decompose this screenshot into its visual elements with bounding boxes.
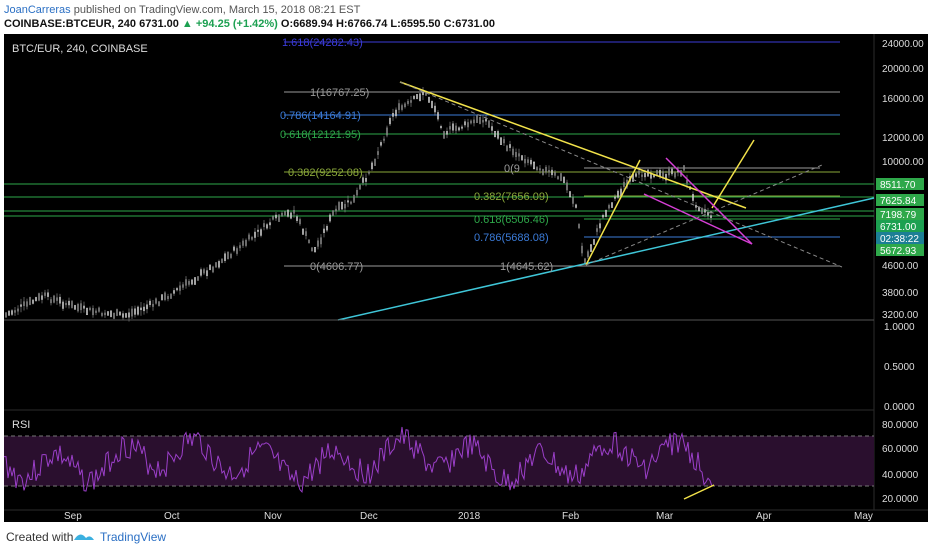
price-tick: 20000.00 bbox=[882, 64, 924, 75]
rsi-tick: 60.0000 bbox=[882, 444, 919, 455]
price-tick: 24000.00 bbox=[882, 39, 924, 50]
pane-title: BTC/EUR, 240, COINBASE bbox=[12, 43, 148, 55]
chart-canvas[interactable]: BTC/EUR, 240, COINBASE RSI 1.618(24282.4… bbox=[4, 34, 928, 522]
volume-tick: 0.5000 bbox=[884, 362, 915, 373]
rsi-divergence-line[interactable] bbox=[683, 484, 715, 500]
time-tick: Oct bbox=[164, 511, 180, 522]
symbol-label[interactable]: COINBASE:BTCEUR, 240 bbox=[4, 18, 137, 30]
fib-label: 0.786(14164.91) bbox=[280, 110, 361, 122]
price-badge: 7198.79 bbox=[880, 210, 917, 221]
rsi-tick: 80.0000 bbox=[882, 420, 919, 431]
price-tick: 4600.00 bbox=[882, 261, 919, 272]
volume-tick: 1.0000 bbox=[884, 322, 915, 333]
channel-line-2[interactable] bbox=[399, 81, 843, 268]
fib-label: 0.786(5688.08) bbox=[474, 232, 549, 244]
time-tick: Mar bbox=[656, 511, 674, 522]
time-tick: 2018 bbox=[458, 511, 481, 522]
time-tick: Feb bbox=[562, 511, 580, 522]
descending-trendline[interactable] bbox=[399, 81, 747, 209]
fib-levels bbox=[4, 41, 874, 267]
time-axis[interactable]: Sep Oct Nov Dec 2018 Feb Mar Apr May bbox=[64, 511, 873, 522]
fib-label: 0.382(9252.08) bbox=[288, 167, 363, 179]
publish-line: JoanCarreras published on TradingView.co… bbox=[4, 4, 360, 16]
created-with: Created with bbox=[6, 530, 74, 544]
price-badge: 5672.93 bbox=[880, 246, 917, 257]
price-change: +94.25 (+1.42%) bbox=[195, 18, 278, 30]
price-badge: 02:38:22 bbox=[880, 234, 919, 245]
time-tick: May bbox=[854, 511, 873, 522]
ohlc-line: COINBASE:BTCEUR, 240 6731.00 ▲ +94.25 (+… bbox=[4, 18, 495, 30]
price-tick: 3800.00 bbox=[882, 288, 919, 299]
time-tick: Apr bbox=[756, 511, 772, 522]
price-tick: 12000.00 bbox=[882, 133, 924, 144]
time-tick: Sep bbox=[64, 511, 82, 522]
channel-line[interactable] bbox=[585, 164, 823, 266]
rsi-tick: 40.0000 bbox=[882, 470, 919, 481]
price-tick: 3200.00 bbox=[882, 310, 919, 321]
fib-label: 0.618(12121.95) bbox=[280, 129, 361, 141]
volume-axis: 1.0000 0.5000 0.0000 bbox=[884, 322, 915, 413]
fib-label: 0.618(6506.46) bbox=[474, 214, 549, 226]
price-badge: 6731.00 bbox=[880, 222, 917, 233]
up-arrow-icon: ▲ bbox=[181, 18, 193, 30]
high-value: H:6766.74 bbox=[335, 18, 388, 30]
falling-wedge[interactable] bbox=[643, 157, 753, 245]
open-value: O:6689.94 bbox=[280, 18, 333, 30]
footer: Created with TradingView bbox=[0, 522, 932, 550]
author-link[interactable]: JoanCarreras bbox=[4, 4, 71, 16]
price-tick: 10000.00 bbox=[882, 157, 924, 168]
fib-labels: 1.618(24282.43) 1(16767.25) 0.786(14164.… bbox=[280, 37, 553, 273]
time-tick: Dec bbox=[360, 511, 378, 522]
fib-label: 0.382(7656.09) bbox=[474, 191, 549, 203]
published-text: published on TradingView.com, March 15, … bbox=[73, 4, 361, 16]
chart-header: JoanCarreras published on TradingView.co… bbox=[0, 0, 932, 34]
rsi-tick: 20.0000 bbox=[882, 494, 919, 505]
rsi-axis: 80.0000 60.0000 40.0000 20.0000 bbox=[882, 420, 919, 505]
time-tick: Nov bbox=[264, 511, 282, 522]
price-tick: 16000.00 bbox=[882, 94, 924, 105]
volume-tick: 0.0000 bbox=[884, 402, 915, 413]
price-badge: 7625.84 bbox=[880, 196, 917, 207]
chart-svg[interactable]: BTC/EUR, 240, COINBASE RSI 1.618(24282.4… bbox=[4, 34, 928, 522]
last-price: 6731.00 bbox=[139, 18, 179, 30]
fib-label: 0(4606.77) bbox=[310, 261, 363, 273]
fib-label: 1(16767.25) bbox=[310, 87, 369, 99]
price-badges: 8511.70 7625.84 7198.79 6731.00 02:38:22… bbox=[876, 178, 924, 257]
rsi-band bbox=[4, 436, 874, 486]
projection-line-1[interactable] bbox=[585, 159, 641, 266]
tradingview-brand[interactable]: TradingView bbox=[100, 530, 167, 544]
rsi-line bbox=[4, 426, 713, 494]
fib-label: 1.618(24282.43) bbox=[282, 37, 363, 49]
fib-label: 1(4645.62) bbox=[500, 261, 553, 273]
tradingview-logo-icon[interactable] bbox=[72, 528, 192, 546]
price-badge: 8511.70 bbox=[880, 180, 916, 191]
price-candles bbox=[5, 87, 712, 322]
ascending-trendline[interactable] bbox=[337, 197, 875, 321]
projection-line-2[interactable] bbox=[711, 139, 755, 209]
rsi-title: RSI bbox=[12, 419, 30, 431]
low-value: L:6595.50 bbox=[390, 18, 441, 30]
price-axis[interactable]: 24000.00 20000.00 16000.00 12000.00 1000… bbox=[882, 39, 924, 321]
close-value: C:6731.00 bbox=[443, 18, 495, 30]
fib-label: 0(9 bbox=[504, 163, 520, 175]
